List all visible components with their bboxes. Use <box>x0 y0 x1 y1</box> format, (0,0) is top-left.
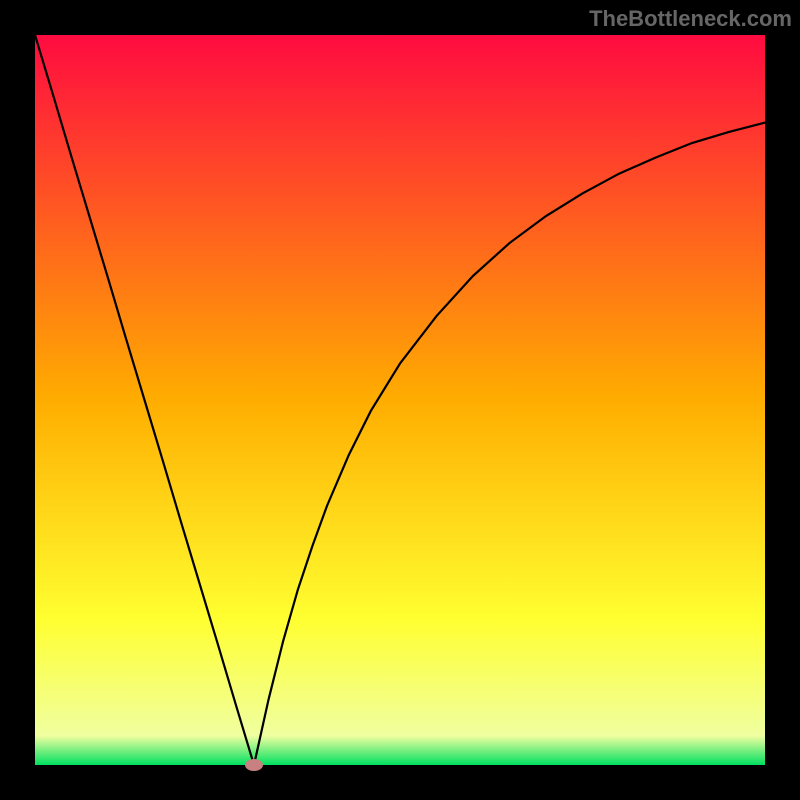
curve-overlay <box>0 0 800 800</box>
curve-right-branch <box>254 123 765 765</box>
min-marker <box>245 759 263 771</box>
curve-left-branch <box>35 35 254 765</box>
chart-container: TheBottleneck.com <box>0 0 800 800</box>
